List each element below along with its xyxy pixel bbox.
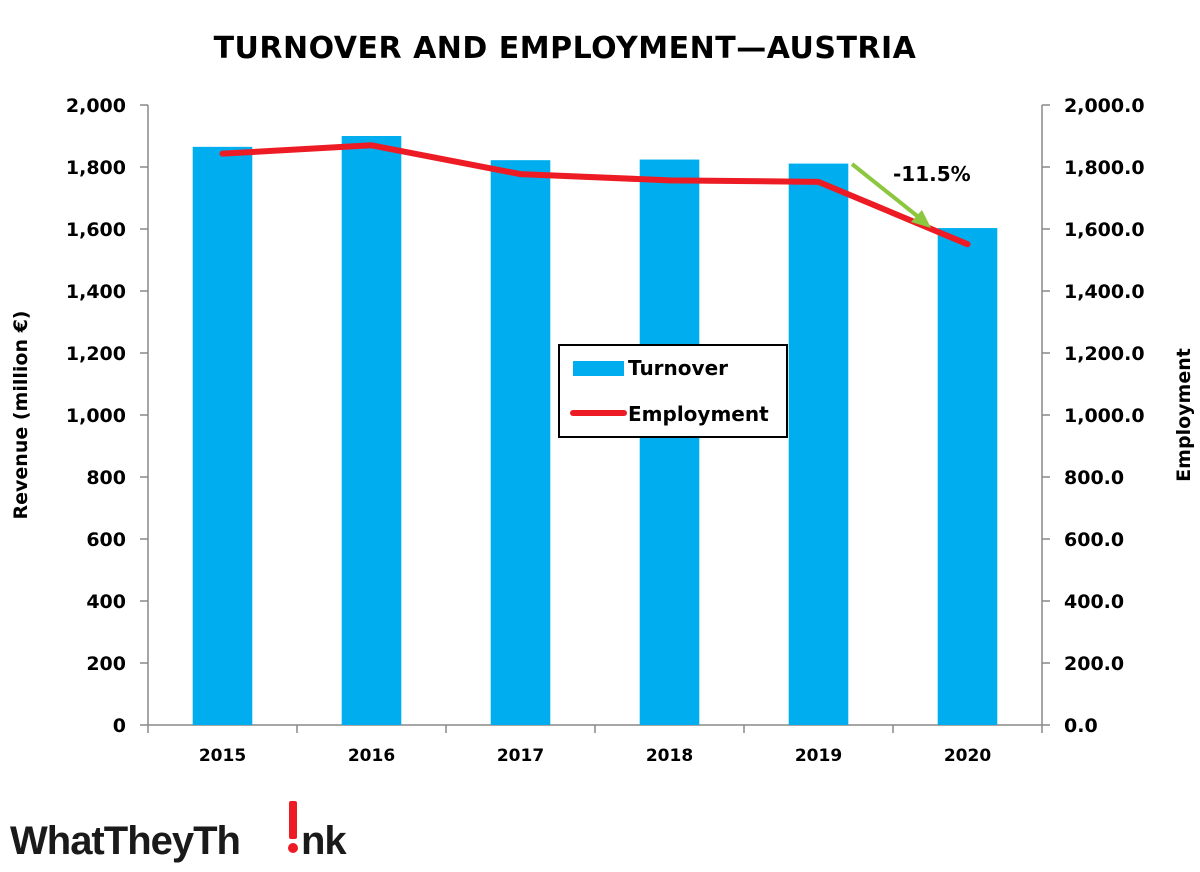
right-tick-label: 200.0 xyxy=(1064,653,1124,675)
turnover-bars xyxy=(192,136,998,726)
left-tick-label: 200 xyxy=(86,653,126,675)
category-label: 2019 xyxy=(795,746,842,766)
right-tick-label: 1,600.0 xyxy=(1064,219,1145,241)
legend-turnover-label: Turnover xyxy=(628,356,728,380)
left-tick-label: 1,200 xyxy=(66,343,126,365)
chart-title: TURNOVER AND EMPLOYMENT—AUSTRIA xyxy=(214,31,917,66)
category-label: 2017 xyxy=(497,746,544,766)
legend: Turnover Employment xyxy=(558,344,788,438)
right-tick-label: 1,400.0 xyxy=(1064,281,1145,303)
category-label: 2018 xyxy=(646,746,693,766)
left-tick-label: 1,000 xyxy=(66,405,126,427)
employment-line xyxy=(219,142,971,248)
legend-turnover-swatch xyxy=(573,361,624,376)
right-tick-label: 400.0 xyxy=(1064,591,1124,613)
logo-exclamation-icon xyxy=(288,801,298,853)
left-tick-label: 400 xyxy=(86,591,126,613)
left-tick-label: 1,600 xyxy=(66,219,126,241)
turnover-bar-2016 xyxy=(341,136,402,725)
left-axis: 0 200 400 600 800 1,000 1,200 1,400 1,600 1,800 2,… xyxy=(66,95,1043,737)
decline-arrow-icon xyxy=(850,162,923,221)
decline-annotation: -11.5% xyxy=(850,162,971,228)
right-tick-label: 0.0 xyxy=(1064,715,1098,737)
whattheythink-logo: WhatTheyTh nk xyxy=(10,801,348,863)
category-labels: 2015 2016 2017 2018 2019 2020 xyxy=(199,746,991,766)
right-tick-label: 1,200.0 xyxy=(1064,343,1145,365)
left-tick-label: 2,000 xyxy=(66,95,126,117)
right-tick-label: 2,000.0 xyxy=(1064,95,1145,117)
legend-employment-label: Employment xyxy=(628,402,769,426)
category-label: 2016 xyxy=(348,746,395,766)
turnover-bar-2018 xyxy=(639,159,700,725)
category-label: 2015 xyxy=(199,746,246,766)
right-tick-label: 600.0 xyxy=(1064,529,1124,551)
turnover-bar-2019 xyxy=(788,163,849,726)
turnover-bar-2017 xyxy=(490,160,551,725)
employment-line-path xyxy=(219,142,971,248)
right-tick-label: 1,000.0 xyxy=(1064,405,1145,427)
left-tick-label: 1,400 xyxy=(66,281,126,303)
turnover-bar-2020 xyxy=(937,228,998,725)
decline-percent-label: -11.5% xyxy=(893,162,971,186)
logo-text-part1: WhatTheyTh xyxy=(10,819,240,863)
turnover-bar-2015 xyxy=(192,146,253,726)
left-tick-label: 600 xyxy=(86,529,126,551)
right-tick-label: 800.0 xyxy=(1064,467,1124,489)
right-axis: 0.0 200.0 400.0 600.0 800.0 1,000.0 1,200.0 1,4… xyxy=(1041,95,1145,737)
category-label: 2020 xyxy=(944,746,991,766)
right-axis-title: Employment xyxy=(1173,348,1195,482)
decline-arrowhead-icon xyxy=(911,210,931,228)
left-tick-label: 800 xyxy=(86,467,126,489)
logo-text-part2: nk xyxy=(301,819,347,863)
right-tick-label: 1,800.0 xyxy=(1064,157,1145,179)
left-axis-title: Revenue (million €) xyxy=(10,311,32,520)
legend-box xyxy=(558,344,788,438)
left-tick-label: 1,800 xyxy=(66,157,126,179)
left-tick-label: 0 xyxy=(113,715,126,737)
